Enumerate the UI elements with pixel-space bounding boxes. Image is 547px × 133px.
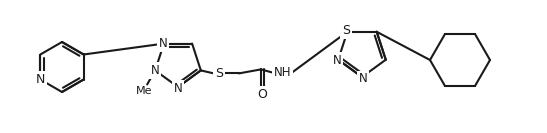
Text: S: S	[215, 67, 223, 80]
Text: N: N	[173, 82, 182, 95]
Text: N: N	[36, 73, 45, 86]
Text: N: N	[159, 37, 167, 50]
Text: Me: Me	[136, 86, 153, 96]
Text: O: O	[258, 88, 267, 101]
Text: N: N	[333, 54, 341, 67]
Text: NH: NH	[274, 66, 292, 79]
Text: S: S	[342, 24, 350, 37]
Text: N: N	[359, 72, 368, 86]
Text: N: N	[151, 64, 160, 77]
